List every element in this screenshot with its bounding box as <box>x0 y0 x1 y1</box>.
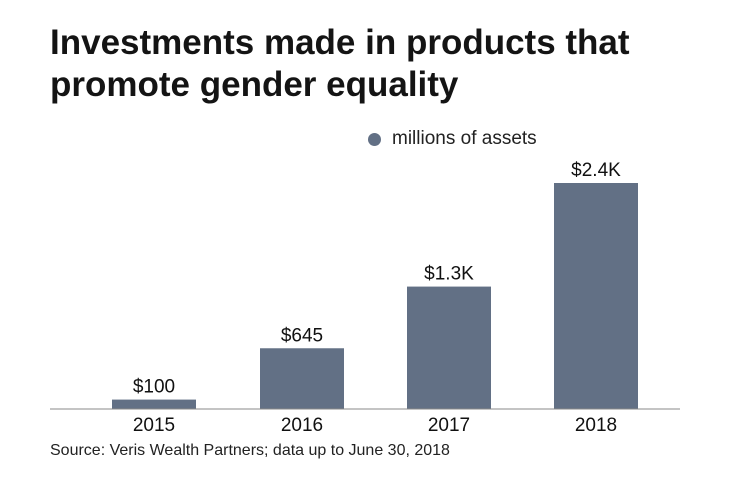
legend-label: millions of assets <box>392 128 537 149</box>
x-tick-label-2017: 2017 <box>428 415 470 436</box>
bar-2017 <box>407 286 491 409</box>
chart-title: Investments made in products that promot… <box>50 23 630 104</box>
data-label-2017: $1.3K <box>424 264 474 285</box>
x-tick-label-2016: 2016 <box>281 415 323 436</box>
data-label-2015: $100 <box>133 377 175 398</box>
bar-2018 <box>554 183 638 409</box>
x-tick-label-2015: 2015 <box>133 415 175 436</box>
bar-2016 <box>260 348 344 409</box>
data-label-2016: $645 <box>281 325 323 346</box>
x-tick-label-2018: 2018 <box>575 415 617 436</box>
legend-marker <box>368 132 381 146</box>
data-label-2018: $2.4K <box>571 160 621 181</box>
bar-2015 <box>112 399 196 409</box>
legend: millions of assets <box>368 128 537 150</box>
source-note: Source: Veris Wealth Partners; data up t… <box>50 442 450 459</box>
